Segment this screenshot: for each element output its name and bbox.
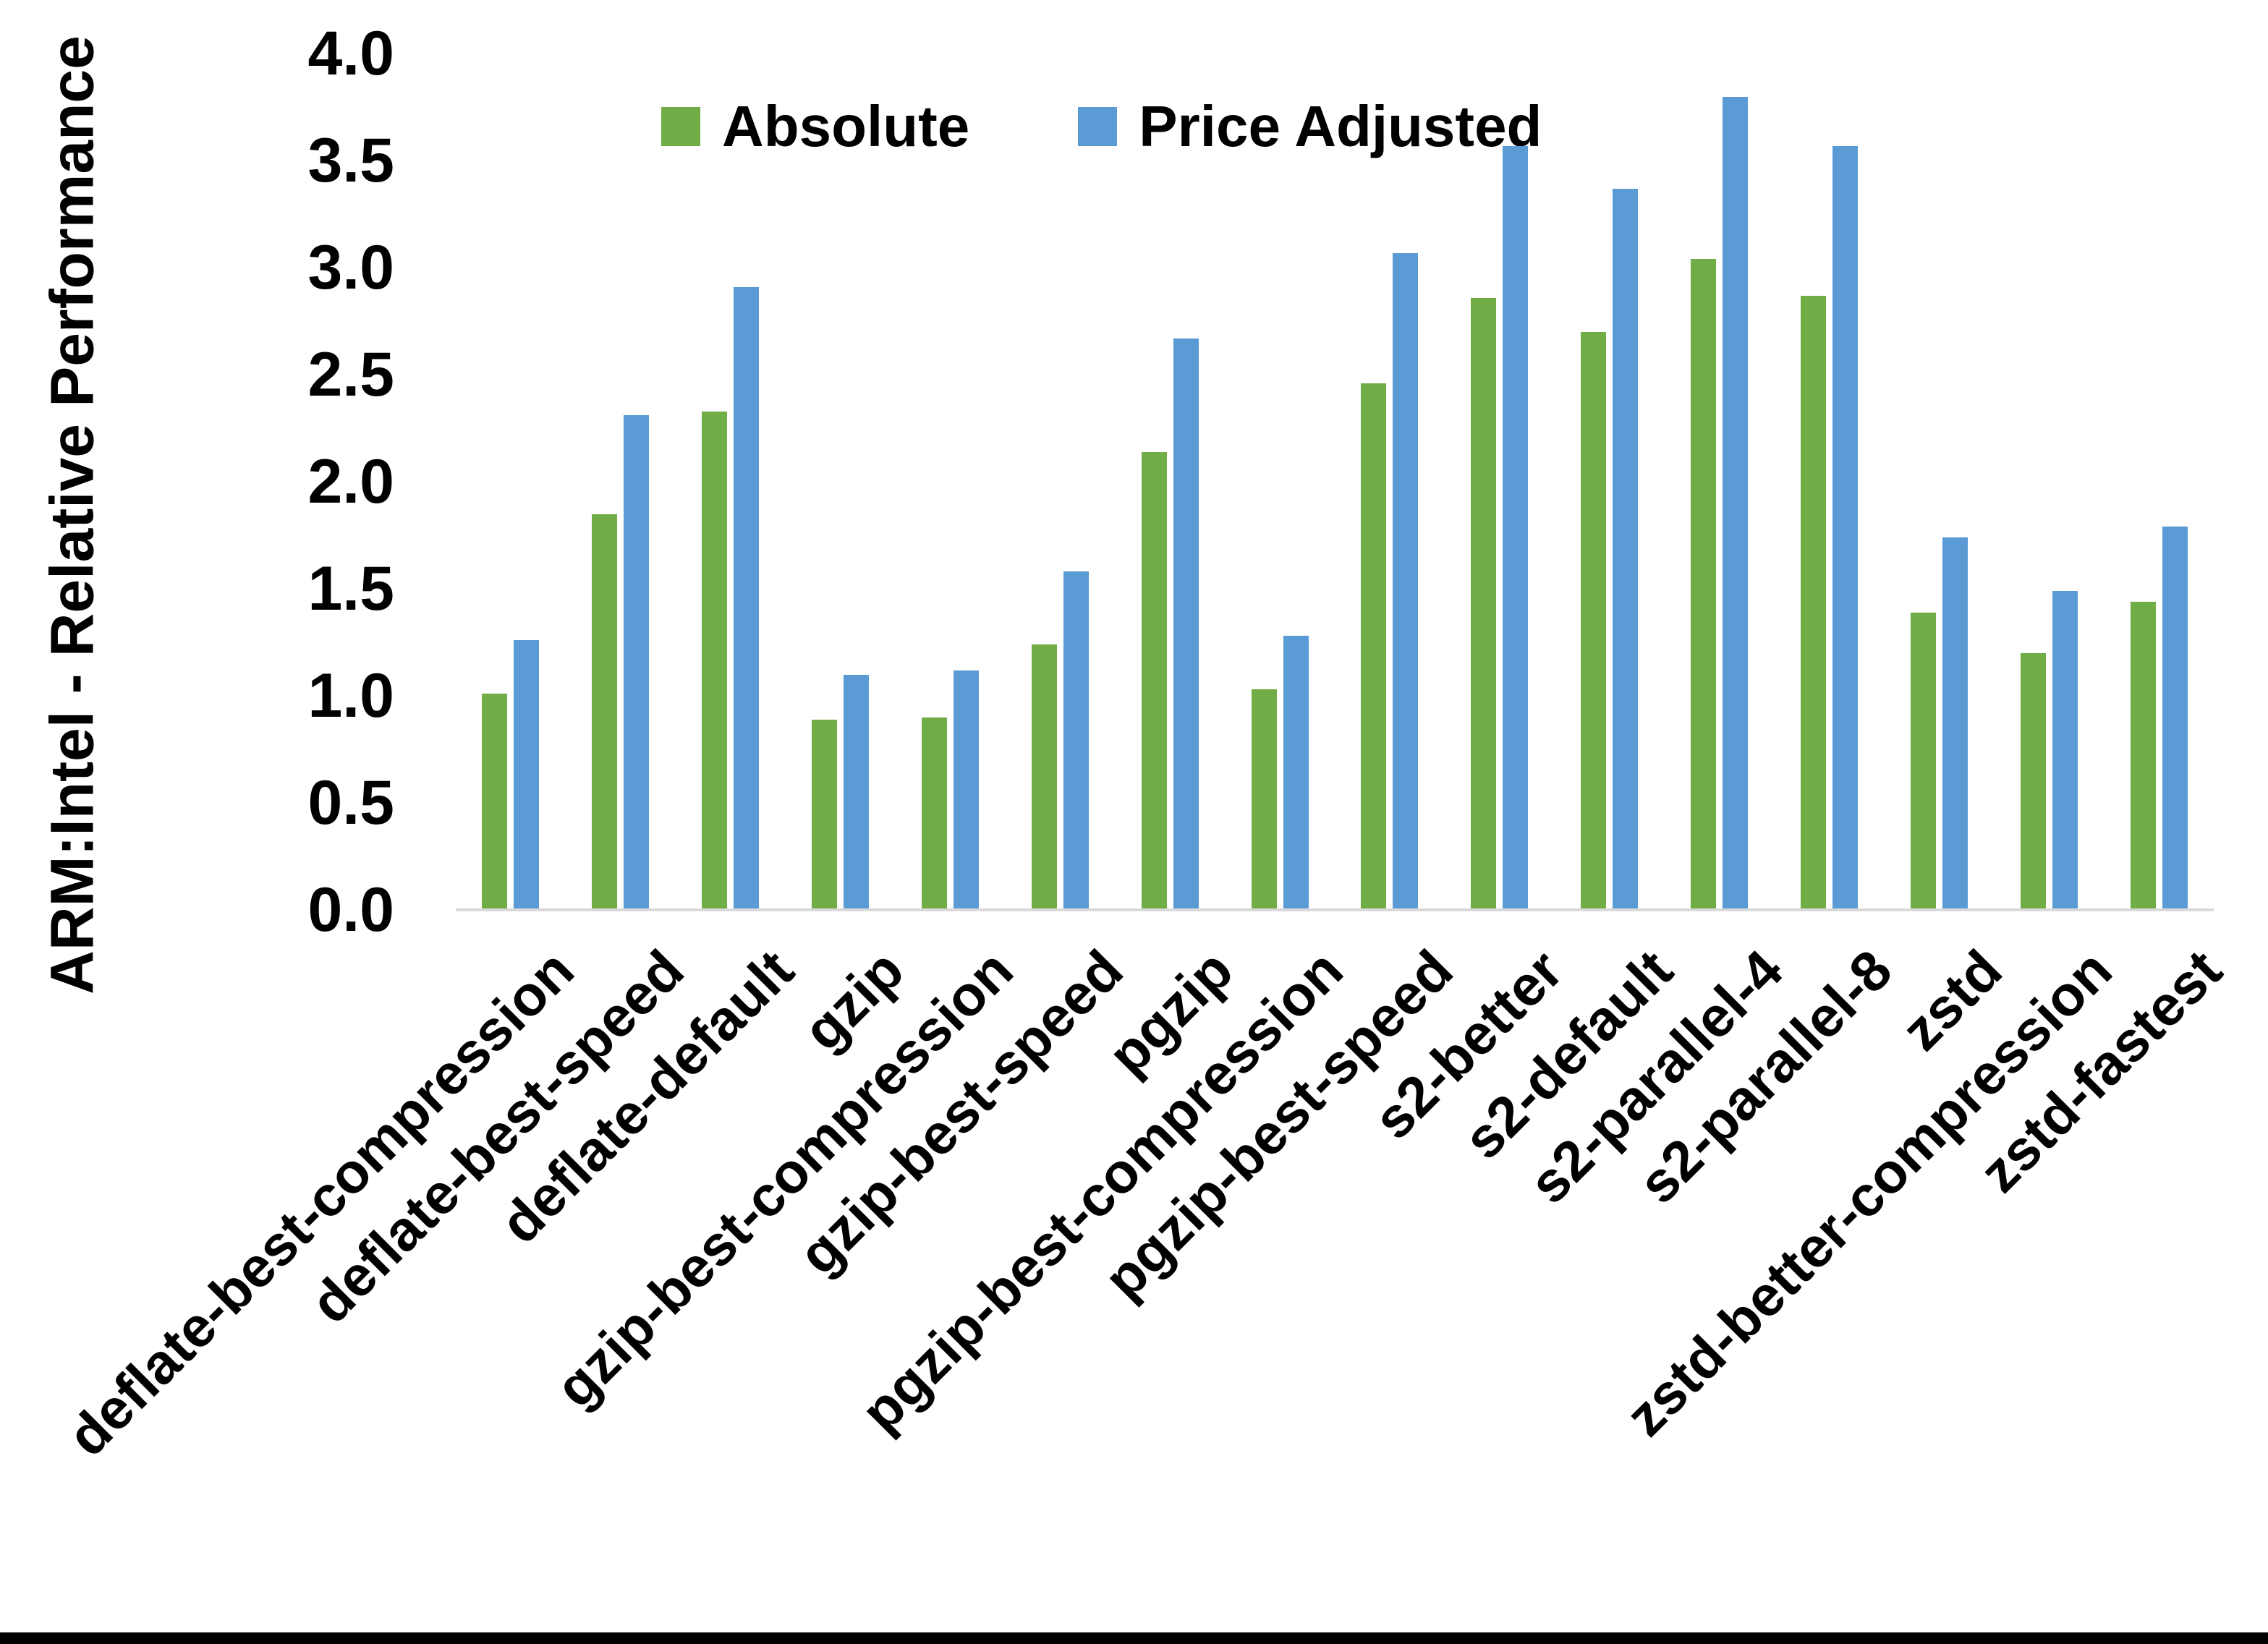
y-tick-2.5: 2.5 [307,340,394,410]
legend: Absolute Price Adjusted [661,98,1542,156]
y-axis-title: ARM:Intel - Relative Performance [38,35,106,995]
bar-absolute-s2-parallel-4 [1691,259,1717,910]
bar-absolute-zstd [1910,612,1936,910]
y-tick-3.5: 3.5 [307,126,394,196]
y-tick-1.5: 1.5 [307,554,394,624]
bar-price-adjusted-deflate-default [734,286,760,910]
bar-absolute-zstd-better-compression [2020,652,2046,910]
bar-absolute-gzip-best-speed [1031,644,1057,910]
legend-item-absolute: Absolute [661,98,969,156]
bottom-border [0,1632,2268,1644]
y-tick-1.0: 1.0 [307,661,394,731]
x-axis-line [456,908,2214,911]
bar-price-adjusted-gzip-best-speed [1063,571,1089,910]
legend-item-price-adjusted: Price Adjusted [1078,98,1542,156]
bar-price-adjusted-zstd-fastest [2162,527,2188,910]
bar-price-adjusted-s2-better [1503,145,1529,910]
y-tick-0.0: 0.0 [307,875,394,945]
bar-price-adjusted-gzip-best-compression [953,670,979,910]
y-tick-2.0: 2.0 [307,447,394,517]
bar-price-adjusted-deflate-best-compression [514,640,540,910]
bar-price-adjusted-s2-default [1613,188,1639,910]
bar-price-adjusted-s2-parallel-4 [1723,96,1749,910]
bar-price-adjusted-zstd [1942,537,1968,910]
y-tick-3.0: 3.0 [307,233,394,303]
bar-price-adjusted-deflate-best-speed [624,415,650,910]
bar-absolute-s2-parallel-8 [1800,295,1826,910]
legend-swatch-price-adjusted [1078,107,1118,146]
bar-price-adjusted-gzip [844,674,870,910]
bar-absolute-pgzip-best-speed [1361,383,1387,910]
bar-absolute-deflate-best-speed [592,514,618,910]
bar-price-adjusted-pgzip [1173,338,1199,910]
y-tick-0.5: 0.5 [307,768,394,838]
bar-absolute-deflate-default [702,411,728,910]
bar-absolute-s2-better [1471,297,1497,910]
bar-price-adjusted-pgzip-best-speed [1393,252,1419,910]
bar-price-adjusted-zstd-better-compression [2052,591,2078,910]
bar-absolute-gzip [812,719,838,910]
legend-label: Price Adjusted [1139,94,1542,158]
bar-price-adjusted-pgzip-best-compression [1283,636,1309,910]
bar-absolute-s2-default [1581,332,1607,910]
bar-absolute-zstd-fastest [2130,601,2156,910]
bar-price-adjusted-s2-parallel-8 [1832,145,1858,910]
bar-absolute-deflate-best-compression [482,694,508,910]
bar-absolute-pgzip-best-compression [1251,689,1277,910]
y-tick-4.0: 4.0 [307,19,394,89]
bar-absolute-gzip-best-compression [921,717,947,910]
legend-label: Absolute [722,94,970,158]
bar-absolute-pgzip [1141,451,1167,910]
legend-swatch-absolute [661,107,700,146]
